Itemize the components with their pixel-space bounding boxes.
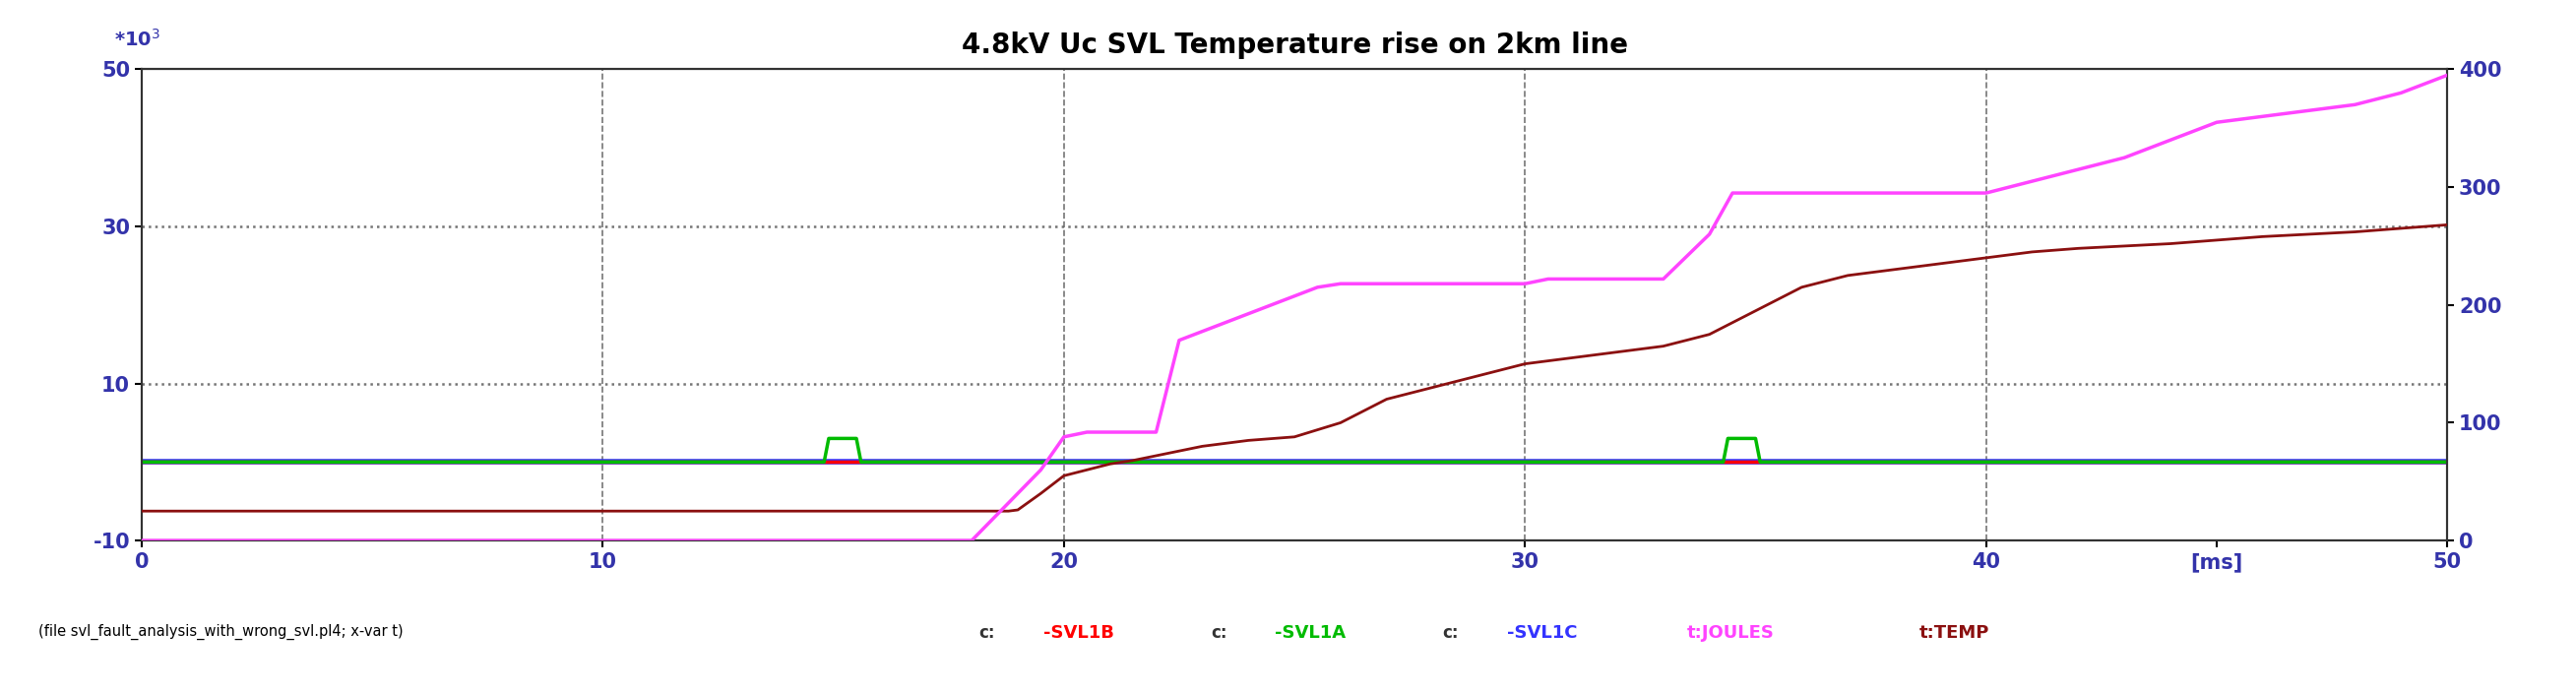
- Text: t:TEMP: t:TEMP: [1919, 624, 1989, 642]
- Text: (file svl_fault_analysis_with_wrong_svl.pl4; x-var t): (file svl_fault_analysis_with_wrong_svl.…: [39, 624, 404, 640]
- Text: *10$^3$: *10$^3$: [113, 29, 160, 51]
- Text: -SVL1B: -SVL1B: [1043, 624, 1113, 642]
- Text: -SVL1A: -SVL1A: [1275, 624, 1347, 642]
- Text: t:JOULES: t:JOULES: [1687, 624, 1775, 642]
- Title: 4.8kV Uc SVL Temperature rise on 2km line: 4.8kV Uc SVL Temperature rise on 2km lin…: [961, 31, 1628, 59]
- Text: c:: c:: [979, 624, 994, 642]
- Text: c:: c:: [1211, 624, 1226, 642]
- Text: -SVL1C: -SVL1C: [1507, 624, 1577, 642]
- Text: c:: c:: [1443, 624, 1458, 642]
